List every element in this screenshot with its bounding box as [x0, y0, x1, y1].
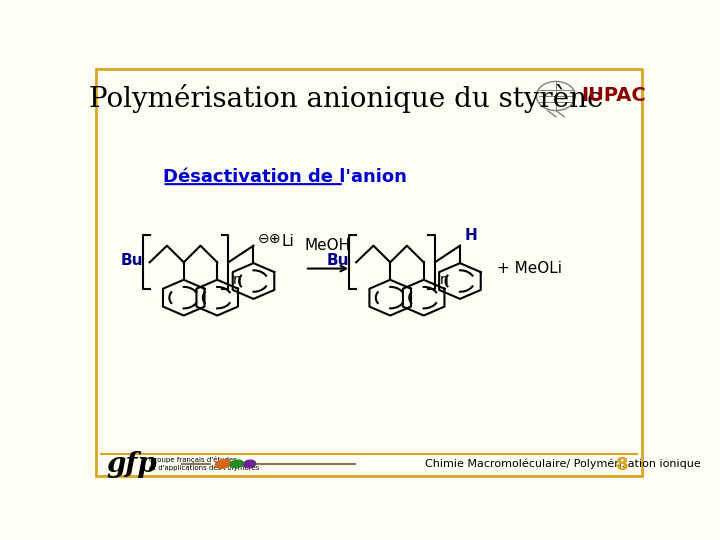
Text: n: n: [439, 273, 448, 287]
Text: n: n: [233, 273, 242, 287]
Text: Li: Li: [282, 234, 294, 249]
Ellipse shape: [230, 460, 243, 468]
Text: Désactivation de l'anion: Désactivation de l'anion: [163, 168, 406, 186]
Text: gfp: gfp: [107, 451, 158, 478]
Text: Groupe français d'études
et d'applications des Polymères: Groupe français d'études et d'applicatio…: [148, 456, 259, 471]
Text: 8: 8: [616, 456, 629, 474]
Text: Bu: Bu: [120, 253, 143, 268]
Ellipse shape: [215, 460, 230, 468]
Text: Bu: Bu: [327, 253, 349, 268]
Text: H: H: [464, 228, 477, 243]
Ellipse shape: [243, 460, 256, 468]
Text: ⊕: ⊕: [269, 232, 281, 246]
Text: Polymérisation anionique du styrène: Polymérisation anionique du styrène: [89, 84, 604, 112]
Text: IUPAC: IUPAC: [581, 86, 646, 105]
Text: MeOH: MeOH: [304, 238, 350, 253]
Text: + MeOLi: + MeOLi: [498, 261, 562, 276]
Text: Chimie Macromoléculaire/ Polymérisation ionique: Chimie Macromoléculaire/ Polymérisation …: [425, 458, 701, 469]
Text: ⊖: ⊖: [258, 232, 269, 246]
